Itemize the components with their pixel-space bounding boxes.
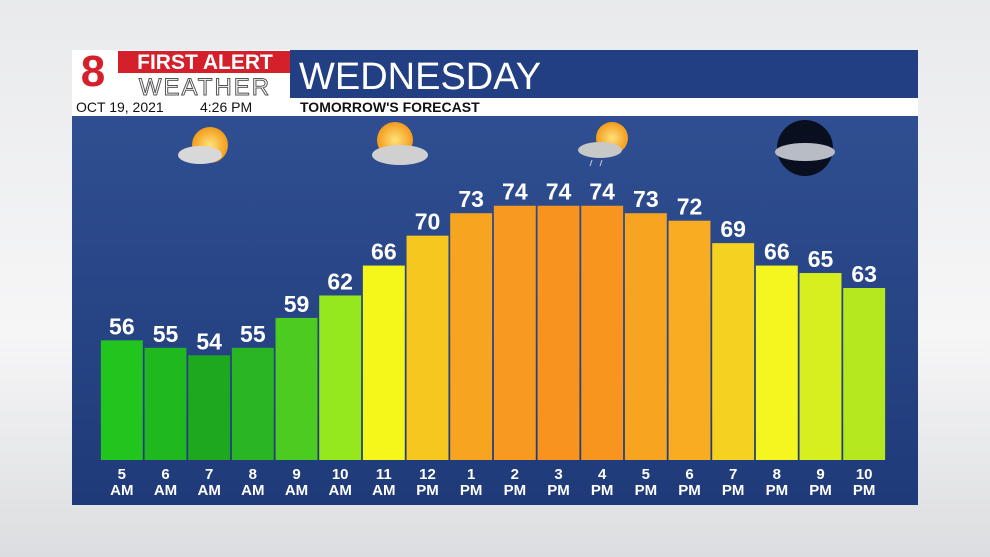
bar xyxy=(275,317,318,460)
value-label: 54 xyxy=(196,328,222,354)
value-label: 69 xyxy=(720,216,746,242)
weather-icon xyxy=(578,122,628,167)
bar xyxy=(843,288,886,460)
chart-title: WEDNESDAY xyxy=(299,56,541,98)
value-label: 66 xyxy=(764,239,790,265)
x-tick-label: 4 PM xyxy=(590,466,614,499)
bar xyxy=(188,355,231,460)
bar xyxy=(493,205,536,460)
value-label: 63 xyxy=(851,261,877,287)
bar xyxy=(537,205,580,460)
x-tick-label: 3 PM xyxy=(547,466,570,499)
value-label: 74 xyxy=(589,179,615,205)
x-tick-label: 12 PM xyxy=(416,466,439,499)
x-tick-label: 5 PM xyxy=(634,466,658,499)
logo-number: 8 xyxy=(81,47,105,96)
value-label: 55 xyxy=(240,321,266,347)
value-label: 65 xyxy=(808,246,834,272)
x-tick-label: 10 PM xyxy=(852,466,876,499)
x-tick-label: 9 PM xyxy=(809,466,832,499)
bar xyxy=(450,213,493,460)
x-tick-label: 2 PM xyxy=(503,466,527,499)
bar xyxy=(624,213,667,460)
value-label: 72 xyxy=(677,194,703,220)
date: OCT 19, 2021 xyxy=(76,99,164,115)
value-label: 55 xyxy=(153,321,179,347)
bar xyxy=(668,220,711,460)
x-tick-label: 6 AM xyxy=(153,466,178,499)
time: 4:26 PM xyxy=(200,99,252,115)
bar xyxy=(712,243,755,460)
value-label: 66 xyxy=(371,239,397,265)
info-strip xyxy=(72,98,918,116)
subtitle: TOMORROW'S FORECAST xyxy=(300,99,480,115)
value-label: 59 xyxy=(284,291,310,317)
bar xyxy=(362,265,405,460)
weather-icon xyxy=(775,120,835,176)
bar xyxy=(144,347,187,460)
x-tick-label: 7 PM xyxy=(721,466,745,499)
x-tick-label: 10 AM xyxy=(328,466,352,499)
value-label: 74 xyxy=(502,179,528,205)
logo-bottom: WEATHER xyxy=(139,74,271,101)
x-tick-label: 8 AM xyxy=(241,466,265,499)
bar xyxy=(406,235,449,460)
value-label: 73 xyxy=(458,186,484,212)
logo-top: FIRST ALERT xyxy=(137,51,273,74)
x-tick-label: 11 AM xyxy=(372,466,396,499)
x-tick-label: 6 PM xyxy=(678,466,701,499)
bar xyxy=(231,347,274,460)
value-label: 74 xyxy=(546,179,572,205)
weather-icon xyxy=(178,127,228,164)
bar xyxy=(799,273,842,460)
x-tick-label: 7 AM xyxy=(197,466,221,499)
value-label: 62 xyxy=(327,268,353,294)
bar xyxy=(755,265,798,460)
x-tick-label: 5 AM xyxy=(110,466,134,499)
value-label: 56 xyxy=(109,313,135,339)
x-tick-label: 8 PM xyxy=(765,466,789,499)
bar xyxy=(100,340,143,460)
logo-red xyxy=(118,51,290,73)
x-tick-label: 9 AM xyxy=(284,466,309,499)
value-label: 73 xyxy=(633,186,659,212)
value-label: 70 xyxy=(415,209,441,235)
x-tick-label: 1 PM xyxy=(459,466,483,499)
bar xyxy=(581,205,624,460)
bar xyxy=(319,295,362,460)
weather-icon xyxy=(372,122,428,165)
